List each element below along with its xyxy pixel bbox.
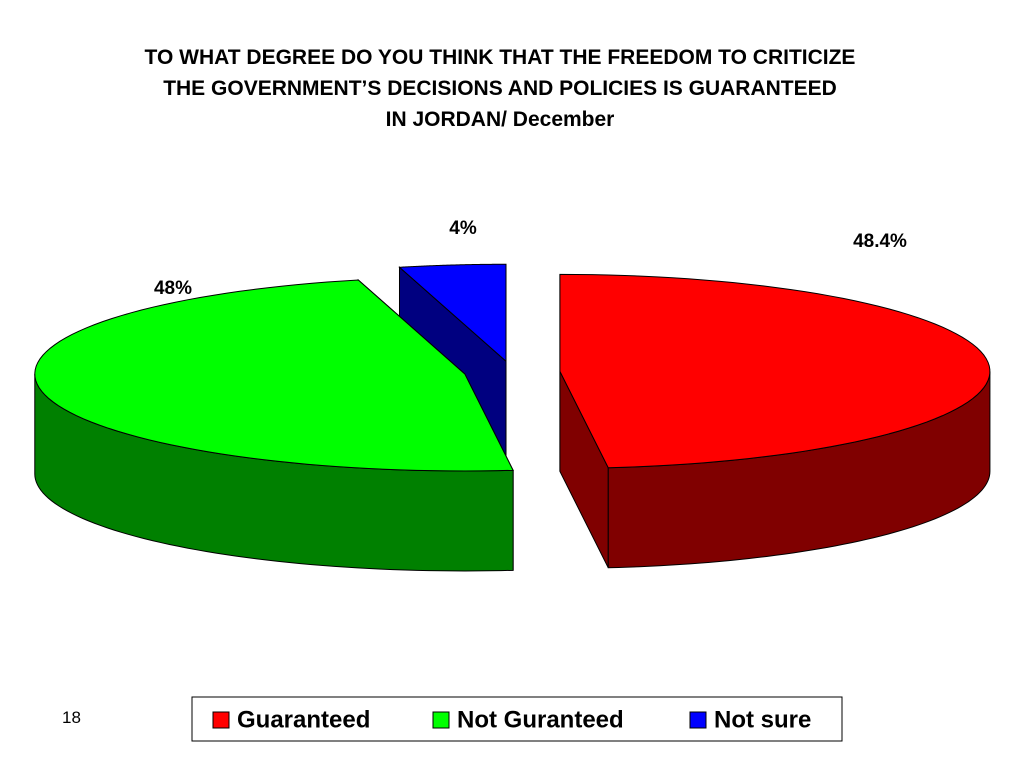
pie-slice	[398, 263, 507, 363]
legend-label: Guaranteed	[237, 706, 370, 733]
slice-group	[34, 278, 514, 572]
legend-label: Not Guranteed	[457, 706, 624, 733]
legend-swatch	[212, 711, 230, 729]
value-label: 48.4%	[853, 231, 907, 252]
legend: Guaranteed Not Guranteed Not sure	[191, 696, 843, 742]
chart-title: TO WHAT DEGREE DO YOU THINK THAT THE FRE…	[144, 46, 856, 131]
value-label: 4%	[449, 218, 477, 239]
legend-box	[191, 696, 843, 742]
slide-number: 18	[62, 708, 81, 727]
pie-slice	[559, 273, 991, 469]
slice-group	[559, 273, 991, 569]
legend-swatch	[689, 711, 707, 729]
pie-slice	[34, 279, 514, 472]
legend-swatch	[432, 711, 450, 729]
value-label: 48%	[154, 278, 192, 299]
legend-label: Not sure	[714, 706, 811, 733]
